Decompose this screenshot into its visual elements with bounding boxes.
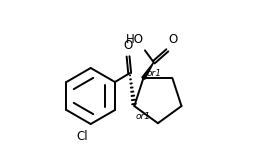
- Text: or1: or1: [135, 112, 150, 121]
- Text: HO: HO: [126, 33, 144, 46]
- Text: O: O: [123, 39, 133, 52]
- Polygon shape: [142, 62, 154, 79]
- Text: Cl: Cl: [77, 130, 88, 143]
- Text: O: O: [168, 33, 177, 46]
- Text: or1: or1: [146, 68, 162, 78]
